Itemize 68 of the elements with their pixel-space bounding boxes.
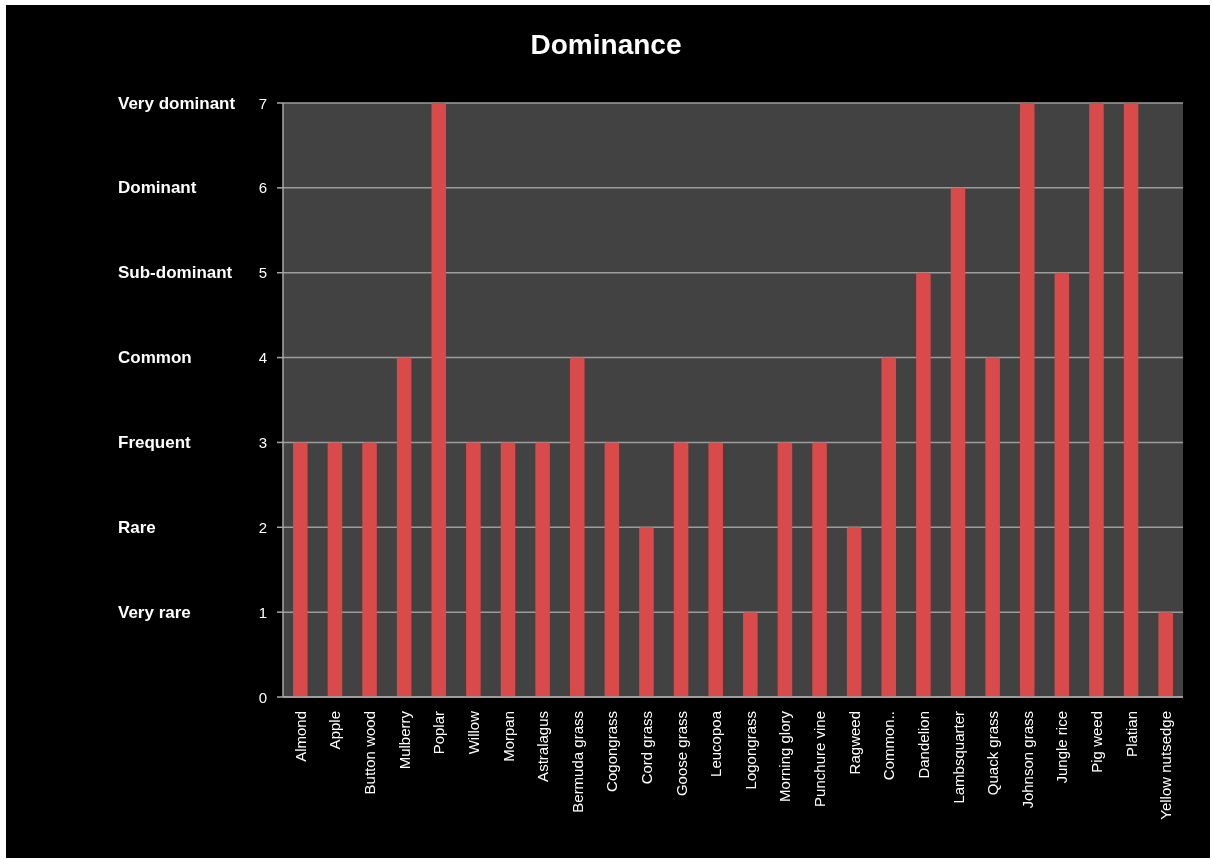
y-tick-label: 4 xyxy=(258,349,268,367)
bar xyxy=(396,357,412,697)
x-tick-label: Cogongrass xyxy=(603,711,621,792)
bar xyxy=(708,442,723,697)
x-tick-label: Button wood xyxy=(361,711,379,795)
x-tick-label: Jungle rice xyxy=(1053,711,1071,784)
bar xyxy=(639,527,654,697)
bar xyxy=(1019,103,1035,697)
bar xyxy=(1158,612,1173,697)
x-tick-label: Punchure vine xyxy=(811,711,829,807)
bar xyxy=(985,357,1000,697)
category-label: Very dominant xyxy=(118,93,236,113)
y-tick-label: 1 xyxy=(258,603,268,621)
bar xyxy=(431,103,447,697)
x-tick-label: Almond xyxy=(291,711,309,762)
x-tick-label: Lambsquarter xyxy=(949,711,967,804)
bar xyxy=(1089,103,1104,697)
bar xyxy=(535,442,550,697)
y-tick-label: 3 xyxy=(258,433,268,451)
y-tick-label: 5 xyxy=(258,264,268,282)
chart-title: Dominance xyxy=(530,29,682,60)
y-tick-label: 2 xyxy=(258,518,268,536)
bar xyxy=(673,442,689,697)
category-label: Frequent xyxy=(118,432,191,452)
y-tick-label: 7 xyxy=(258,94,268,112)
x-tick-label: Leucopoa xyxy=(707,710,725,777)
y-tick-label: 0 xyxy=(258,688,268,706)
y-tick-label: 6 xyxy=(258,179,268,197)
bar xyxy=(1123,103,1139,697)
x-tick-label: Cord grass xyxy=(637,711,655,785)
bar xyxy=(743,612,758,697)
x-tick-label: Willow xyxy=(464,710,482,755)
bar xyxy=(881,357,897,697)
category-label: Common xyxy=(118,348,192,368)
bar xyxy=(293,442,308,697)
x-tick-label: Yellow nutsedge xyxy=(1157,711,1175,820)
bar xyxy=(950,187,966,697)
x-tick-label: Goose grass xyxy=(672,711,690,797)
bar xyxy=(777,442,793,697)
x-tick-label: Dandelion xyxy=(914,711,932,779)
bar xyxy=(466,442,481,697)
bar xyxy=(812,442,827,697)
x-tick-label: Bermuda grass xyxy=(568,711,586,813)
x-tick-label: Quack grass xyxy=(984,711,1002,796)
category-label: Rare xyxy=(118,517,156,537)
x-tick-label: Johnson grass xyxy=(1018,711,1036,809)
x-tick-label: Morning glory xyxy=(776,710,794,802)
bar xyxy=(916,272,931,697)
x-tick-label: Common.. xyxy=(880,711,898,781)
x-tick-label: Platian xyxy=(1122,711,1140,757)
bar xyxy=(500,442,516,697)
x-tick-label: Pig weed xyxy=(1087,711,1105,773)
bar xyxy=(327,442,343,697)
bar xyxy=(604,442,620,697)
x-tick-label: Mulberry xyxy=(395,710,413,770)
bar xyxy=(1054,272,1070,697)
x-tick-label: Apple xyxy=(326,711,344,750)
x-tick-label: Logongrass xyxy=(741,711,759,790)
category-label: Very rare xyxy=(118,602,191,622)
x-tick-label: Astralagus xyxy=(534,711,552,782)
x-tick-label: Poplar xyxy=(430,711,448,755)
bar xyxy=(362,442,377,697)
x-tick-label: Ragweed xyxy=(845,711,863,775)
category-label: Sub-dominant xyxy=(118,263,233,283)
bar xyxy=(569,357,585,697)
category-label: Dominant xyxy=(118,178,197,198)
bar xyxy=(846,527,862,697)
x-tick-label: Morpan xyxy=(499,711,517,762)
